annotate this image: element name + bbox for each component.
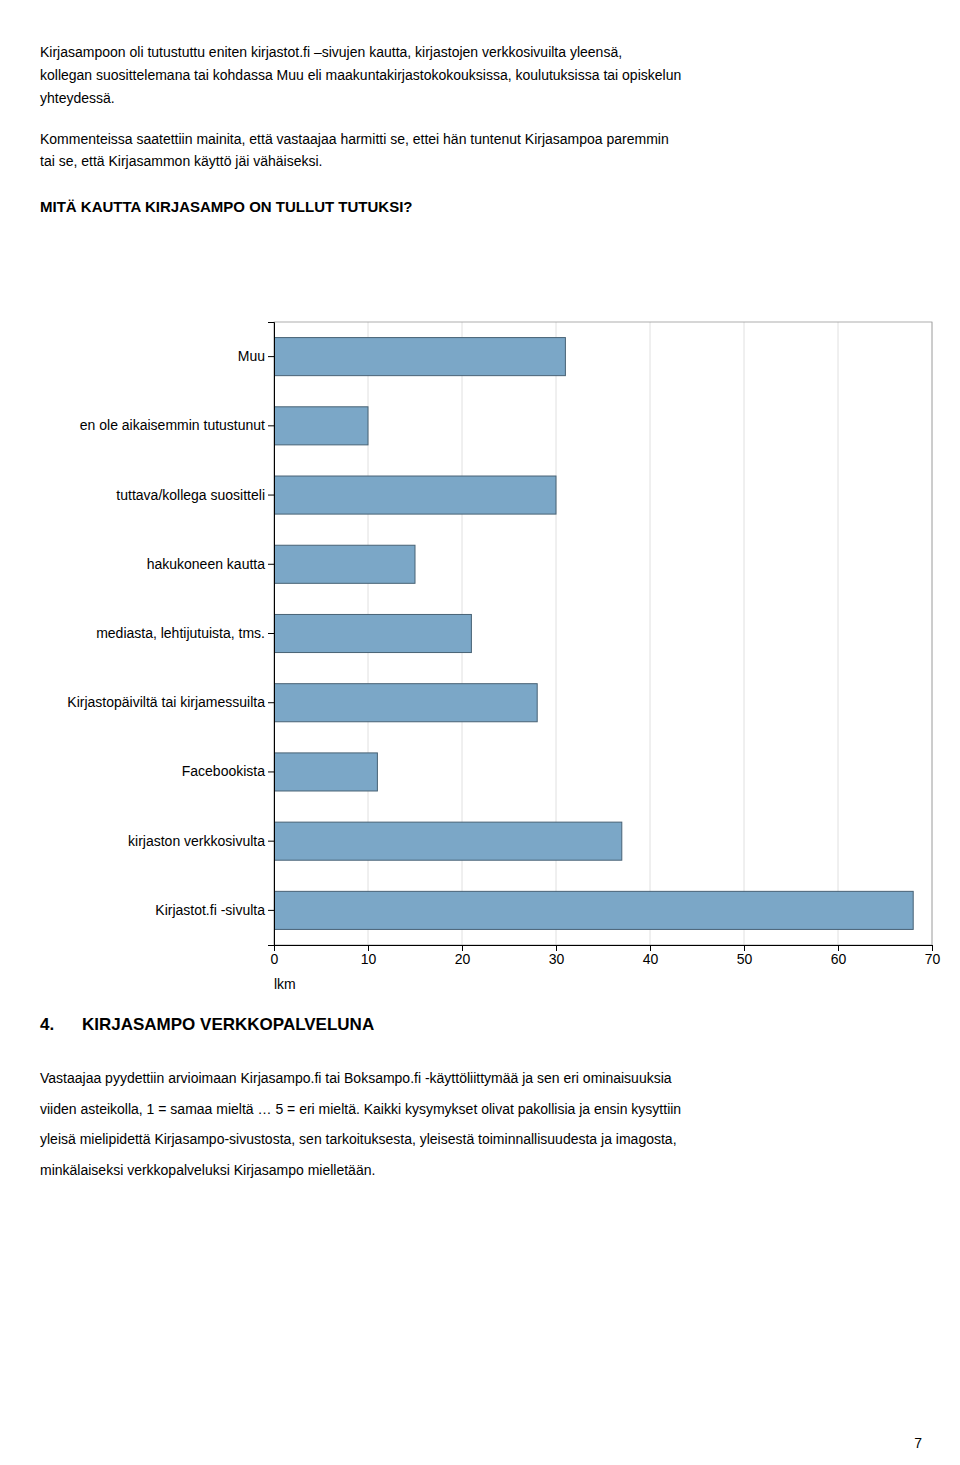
paragraph-line: kollegan suosittelemana tai kohdassa Muu… — [40, 67, 681, 83]
x-tick: 20 — [455, 945, 471, 967]
y-tick-mark — [268, 702, 274, 703]
bar — [274, 822, 622, 860]
section-title: KIRJASAMPO VERKKOPALVELUNA — [82, 1015, 374, 1034]
section-line: minkälaiseksi verkkopalveluksi Kirjasamp… — [40, 1162, 375, 1178]
y-tick: Kirjastopäiviltä tai kirjamessuilta — [67, 694, 274, 710]
bar — [274, 338, 565, 376]
paragraph-line: tai se, että Kirjasammon käyttö jäi vähä… — [40, 153, 322, 169]
y-tick-label: mediasta, lehtijutuista, tms. — [96, 625, 265, 641]
y-tick-mark — [268, 564, 274, 565]
page: Kirjasampoon oli tutustuttu eniten kirja… — [0, 0, 960, 1465]
y-tick-label: Muu — [238, 348, 265, 364]
y-axis: Muu en ole aikaisemmin tutustunut tuttava/… — [67, 323, 274, 946]
paragraph-line: Kommenteissa saatettiin mainita, että va… — [40, 131, 669, 147]
section-number: 4. — [40, 1015, 54, 1034]
x-axis-label: lkm — [274, 976, 296, 992]
chart-title: MITÄ KAUTTA KIRJASAMPO ON TULLUT TUTUKSI… — [40, 198, 412, 215]
bar — [274, 753, 377, 791]
y-tick-label: tuttava/kollega suositteli — [116, 487, 265, 503]
y-tick: kirjaston verkkosivulta — [128, 833, 274, 849]
x-tick-label: 60 — [831, 951, 847, 967]
y-tick-mark — [268, 910, 274, 911]
x-tick: 10 — [361, 945, 377, 967]
bar — [274, 545, 415, 583]
x-tick-label: 30 — [549, 951, 565, 967]
x-tick: 0 — [271, 945, 279, 967]
x-tick-label: 40 — [643, 951, 659, 967]
y-tick-label: Kirjastot.fi -sivulta — [155, 902, 265, 918]
bar — [274, 407, 368, 445]
x-tick-label: 50 — [737, 951, 753, 967]
y-tick-mark — [268, 495, 274, 496]
y-tick-mark — [268, 356, 274, 357]
grid-line — [744, 322, 745, 945]
y-tick-label: Kirjastopäiviltä tai kirjamessuilta — [67, 694, 265, 710]
y-tick: tuttava/kollega suositteli — [116, 487, 274, 503]
y-tick: Kirjastot.fi -sivulta — [155, 902, 274, 918]
section-line: viiden asteikolla, 1 = samaa mieltä … 5 … — [40, 1101, 681, 1117]
y-tick: en ole aikaisemmin tutustunut — [80, 417, 274, 433]
y-tick-label: hakukoneen kautta — [147, 556, 266, 572]
grid — [274, 322, 932, 945]
y-tick-label: Facebookista — [182, 763, 265, 779]
section-line: yleisä mielipidettä Kirjasampo-sivustost… — [40, 1131, 677, 1147]
paragraph-line: yhteydessä. — [40, 90, 115, 106]
bar — [274, 891, 913, 929]
y-tick: Facebookista — [182, 763, 274, 779]
y-tick-label: en ole aikaisemmin tutustunut — [80, 417, 265, 433]
x-tick: 70 — [925, 945, 941, 967]
y-tick-mark — [268, 771, 274, 772]
y-axis-line — [268, 323, 275, 946]
x-tick-label: 20 — [455, 951, 471, 967]
paragraph-line: Kirjasampoon oli tutustuttu eniten kirja… — [40, 44, 622, 60]
x-tick: 40 — [643, 945, 659, 967]
x-axis: 0 10 20 30 40 50 60 70 — [271, 945, 941, 967]
bar — [274, 614, 471, 652]
bars — [274, 338, 913, 930]
y-tick: Muu — [238, 348, 274, 364]
y-tick-mark — [268, 841, 274, 842]
grid-line — [650, 322, 651, 945]
x-tick-label: 0 — [271, 951, 279, 967]
bar — [274, 476, 556, 514]
y-tick-label: kirjaston verkkosivulta — [128, 833, 265, 849]
x-tick-label: 70 — [925, 951, 941, 967]
y-tick-mark — [268, 425, 274, 426]
page-number: 7 — [914, 1435, 922, 1451]
x-tick: 60 — [831, 945, 847, 967]
x-tick: 50 — [737, 945, 753, 967]
x-tick: 30 — [549, 945, 565, 967]
section-line: Vastaajaa pyydettiin arvioimaan Kirjasam… — [40, 1070, 672, 1086]
plot-frame — [274, 322, 932, 945]
y-tick: mediasta, lehtijutuista, tms. — [96, 625, 274, 641]
y-tick: hakukoneen kautta — [147, 556, 274, 572]
x-tick-label: 10 — [361, 951, 377, 967]
grid-line — [838, 322, 839, 945]
chart: 0 10 20 30 40 50 60 70 Muu en ole aikaisemmin tut… — [67, 322, 940, 967]
bar — [274, 684, 537, 722]
y-tick-mark — [268, 633, 274, 634]
